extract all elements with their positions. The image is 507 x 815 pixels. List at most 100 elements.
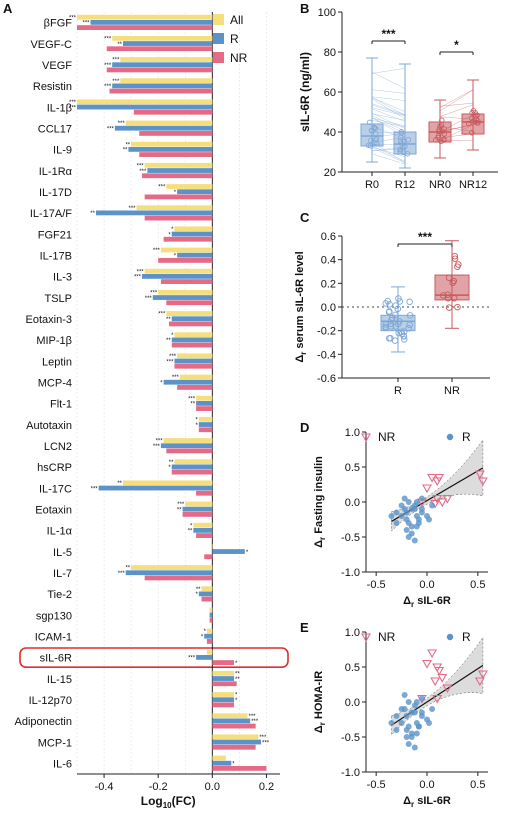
bar-r <box>90 19 213 25</box>
bar-all <box>158 289 213 295</box>
y-tick-label: 100 <box>318 7 336 19</box>
significance-label: ** <box>190 402 195 408</box>
data-point <box>395 295 402 302</box>
significance-label: *** <box>118 571 126 577</box>
data-point-r <box>393 509 400 516</box>
data-point <box>455 261 462 268</box>
bar-all <box>112 35 213 41</box>
panel-letter: D <box>300 420 309 435</box>
bar-nr <box>212 766 267 771</box>
significance-label: *** <box>69 15 77 21</box>
bar-nr <box>196 406 213 411</box>
category-label: Adiponectin <box>15 716 73 728</box>
category-label: Eotaxin-3 <box>26 314 72 326</box>
bar-r <box>77 104 213 110</box>
x-tick-label: R <box>394 385 402 397</box>
data-point <box>472 110 478 116</box>
significance-label: ** <box>196 587 201 593</box>
significance-label: * <box>190 523 193 529</box>
bar-nr <box>144 194 213 200</box>
data-point-r <box>413 730 420 737</box>
x-tick-label: 0.0 <box>419 779 434 791</box>
category-label: IL-7 <box>53 568 72 580</box>
data-point <box>451 255 459 263</box>
x-tick-label: -0.5 <box>367 779 386 791</box>
bar-all <box>120 57 213 62</box>
category-label: ICAM-1 <box>35 631 72 643</box>
paired-line <box>371 113 406 121</box>
y-tick-label: -0.5 <box>341 732 360 744</box>
bar-all <box>212 692 234 697</box>
significance-label: *** <box>158 185 166 191</box>
significance-label: * <box>235 698 238 704</box>
paired-line <box>371 103 406 115</box>
data-point-r <box>411 506 418 512</box>
bar-all <box>77 99 213 105</box>
data-point <box>469 119 476 125</box>
bar-all <box>174 459 213 465</box>
significance-label: *** <box>153 444 161 450</box>
panel-c-box-plot: -0.6 -0.4 -0.2 0.0 0.2 0.4 0.6 Δr serum sIL-6R … <box>294 230 490 397</box>
bar-r <box>114 125 213 131</box>
bar-all <box>209 607 213 613</box>
category-label: sIL-6R <box>40 653 72 665</box>
significance-label: ** <box>177 507 182 513</box>
bar-all <box>206 649 213 655</box>
bar-all <box>212 734 259 740</box>
bar-nr <box>212 723 256 729</box>
category-label: MCP-1 <box>38 737 72 749</box>
bar-all <box>174 332 213 338</box>
significance-label: *** <box>137 269 145 275</box>
category-label: Eotaxin <box>35 504 72 516</box>
bar-nr <box>198 427 213 433</box>
data-point-r <box>413 523 420 530</box>
paired-line <box>371 96 406 101</box>
bar-nr <box>177 385 213 390</box>
data-point <box>439 117 445 123</box>
panel-letter: B <box>300 1 309 16</box>
bar-r <box>112 62 213 68</box>
paired-line <box>371 97 406 112</box>
data-point-r <box>408 734 415 740</box>
significance-label: * <box>235 661 238 667</box>
data-point <box>449 279 456 287</box>
data-point <box>372 139 378 146</box>
y-tick-label: 20 <box>324 167 336 179</box>
data-point <box>436 128 442 135</box>
data-point-nr <box>430 677 441 687</box>
significance-label: * <box>195 418 198 424</box>
bar-r <box>128 146 213 152</box>
paired-line <box>371 153 406 165</box>
bar-nr <box>106 46 213 52</box>
significance-label: *** <box>188 656 196 662</box>
bar-all <box>212 755 226 761</box>
category-label: FGF21 <box>38 229 72 241</box>
bar-r <box>177 252 213 258</box>
paired-line <box>371 145 406 162</box>
x-tick-label: -0.5 <box>367 579 386 591</box>
bar-all <box>196 395 213 401</box>
significance-label: ** <box>90 211 95 217</box>
paired-line <box>371 108 406 122</box>
bar-r <box>193 527 213 533</box>
legend-marker-nr <box>361 633 371 643</box>
bar-all <box>212 713 248 719</box>
category-label: hsCRP <box>37 462 72 474</box>
bar-r <box>123 41 213 46</box>
bar-r <box>171 316 213 322</box>
significance-label: * <box>235 693 238 699</box>
bar-r <box>171 464 213 470</box>
bar-nr <box>212 681 237 687</box>
data-point <box>436 126 442 133</box>
bar-nr <box>174 363 213 369</box>
bar-r <box>171 231 213 237</box>
bar-nr <box>204 554 213 560</box>
significance-label: ** <box>235 677 240 683</box>
panel-e-scatter: -1.0 -0.5 0.0 0.5 1.0 -0.5 0.0 0.5 Δr HOMA-IR Δr … <box>313 627 488 809</box>
bar-r <box>171 337 213 343</box>
significance-label: * <box>168 465 171 471</box>
bar-r <box>141 273 213 279</box>
bar-r <box>112 83 213 89</box>
data-point-r <box>401 692 408 698</box>
